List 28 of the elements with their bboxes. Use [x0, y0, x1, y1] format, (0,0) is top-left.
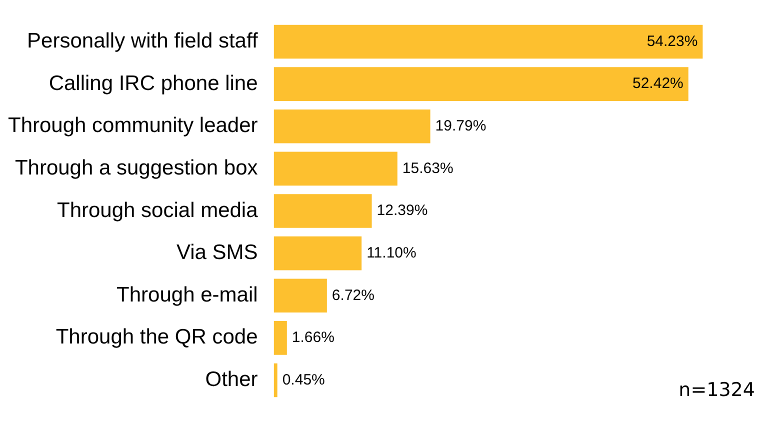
data-label: 0.45% [282, 371, 325, 388]
data-label: 54.23% [646, 32, 698, 50]
y-tick-label: Through social media [57, 198, 258, 222]
data-label: 12.39% [376, 202, 428, 220]
bar [274, 109, 430, 144]
y-tick-label: Through e-mail [116, 283, 258, 306]
y-tick-label: Through community leader [8, 114, 258, 138]
y-tick-label: Other [205, 368, 258, 392]
data-label: 1.66% [292, 329, 334, 346]
bar [274, 363, 278, 398]
y-tick-label: Through the QR code [56, 326, 258, 349]
y-tick-label: Calling IRC phone line [48, 72, 258, 95]
data-label: 52.42% [632, 75, 684, 92]
bar [274, 278, 327, 313]
y-tick-label: Personally with field staff [27, 30, 258, 53]
data-label: 15.63% [402, 160, 454, 177]
data-label: 19.79% [435, 118, 486, 135]
bar [274, 67, 688, 101]
bar [274, 236, 362, 270]
annotation: n=1324 [678, 379, 755, 401]
bar [274, 152, 398, 186]
bar [274, 321, 287, 355]
bar [274, 194, 372, 228]
y-tick-label: Through a suggestion box [14, 156, 258, 180]
data-label: 6.72% [332, 286, 374, 304]
bar [274, 24, 703, 59]
data-label: 11.10% [366, 244, 416, 262]
y-tick-label: Via SMS [176, 241, 258, 264]
